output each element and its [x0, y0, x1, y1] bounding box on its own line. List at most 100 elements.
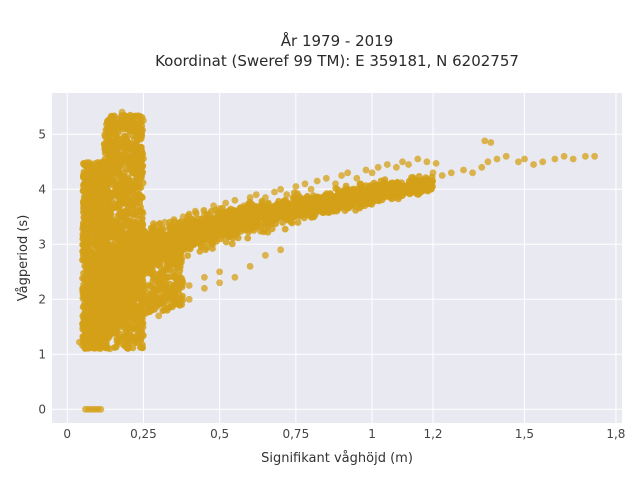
- data-point: [178, 224, 185, 232]
- data-point: [319, 204, 327, 212]
- data-point: [301, 195, 309, 203]
- data-point: [370, 191, 378, 199]
- data-point: [123, 329, 131, 336]
- data-point: [84, 225, 92, 233]
- data-point: [128, 147, 135, 154]
- data-point: [271, 214, 278, 222]
- data-point: [79, 235, 87, 243]
- data-point: [302, 204, 310, 212]
- data-point: [114, 124, 122, 132]
- data-point: [88, 169, 96, 177]
- data-point: [227, 205, 235, 213]
- data-point: [127, 160, 135, 168]
- data-point: [197, 241, 205, 249]
- data-point: [356, 192, 364, 200]
- data-point: [81, 174, 88, 182]
- data-point: [104, 227, 112, 235]
- data-point: [232, 227, 240, 235]
- data-point: [136, 147, 144, 155]
- data-point: [102, 146, 110, 154]
- data-point: [102, 163, 110, 171]
- data-point: [290, 213, 297, 221]
- data-point: [123, 209, 131, 216]
- data-point: [192, 225, 200, 233]
- data-point: [108, 174, 116, 182]
- data-point: [129, 205, 137, 212]
- data-point: [403, 185, 410, 193]
- data-point: [91, 179, 98, 186]
- data-point: [88, 337, 95, 345]
- data-point: [125, 122, 133, 130]
- data-point: [137, 192, 144, 200]
- data-point: [232, 211, 239, 219]
- data-point: [132, 177, 140, 184]
- data-point: [422, 180, 429, 188]
- data-point: [275, 209, 283, 217]
- data-point: [281, 225, 289, 233]
- data-point: [291, 189, 298, 197]
- data-point: [391, 194, 399, 202]
- data-point: [95, 197, 103, 205]
- data-point: [85, 218, 93, 226]
- data-point: [124, 133, 131, 140]
- data-point: [107, 257, 115, 265]
- data-point: [375, 196, 382, 204]
- data-point: [114, 231, 122, 239]
- data-point: [200, 215, 208, 223]
- data-point: [123, 178, 131, 186]
- data-point: [188, 216, 196, 224]
- data-point: [294, 219, 302, 226]
- data-point: [262, 215, 270, 223]
- data-point: [216, 216, 224, 224]
- data-point: [238, 224, 246, 232]
- data-point: [104, 118, 111, 125]
- data-point: [227, 232, 235, 239]
- data-point: [142, 237, 150, 245]
- data-point: [209, 245, 216, 252]
- data-point: [308, 208, 316, 216]
- data-point: [109, 146, 117, 154]
- data-point: [142, 229, 150, 237]
- data-point: [102, 216, 110, 223]
- data-point: [124, 196, 132, 204]
- data-point: [128, 225, 136, 232]
- data-point: [108, 124, 116, 132]
- data-point: [228, 240, 236, 248]
- data-point: [114, 179, 121, 187]
- data-point: [409, 186, 417, 194]
- data-point: [120, 187, 128, 195]
- data-point: [124, 234, 131, 242]
- data-point: [222, 209, 230, 217]
- data-point: [97, 340, 104, 348]
- data-point: [331, 204, 339, 212]
- data-point: [124, 153, 131, 160]
- data-point: [244, 234, 252, 242]
- data-point: [199, 234, 206, 242]
- data-point: [170, 224, 178, 231]
- data-point: [123, 142, 131, 150]
- data-point: [112, 137, 119, 145]
- data-point: [113, 155, 120, 163]
- data-point: [92, 242, 100, 250]
- data-point: [87, 324, 95, 332]
- data-point: [268, 225, 276, 233]
- data-point: [108, 248, 116, 256]
- data-point: [200, 225, 208, 233]
- data-point: [86, 200, 94, 208]
- data-point: [107, 233, 114, 241]
- data-point: [117, 226, 125, 234]
- data-point: [322, 195, 329, 203]
- data-point: [90, 189, 98, 196]
- data-point: [137, 203, 145, 211]
- data-point: [115, 200, 122, 208]
- data-point: [196, 248, 204, 255]
- data-point: [342, 182, 350, 190]
- data-point: [80, 168, 88, 176]
- data-point: [252, 223, 260, 231]
- data-point: [380, 178, 388, 186]
- data-point: [82, 272, 90, 279]
- data-point: [139, 220, 147, 228]
- data-point: [185, 227, 193, 235]
- data-point: [354, 198, 362, 205]
